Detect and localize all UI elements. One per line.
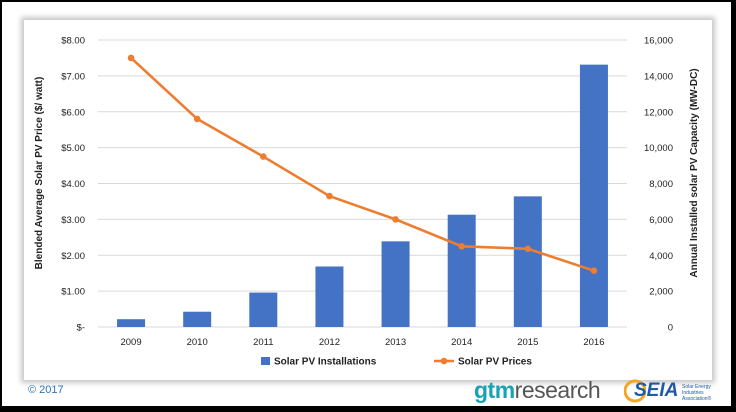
bar (447, 214, 476, 327)
x-tick-label: 2015 (517, 337, 538, 348)
y2-tick-label: 12,000 (644, 107, 673, 118)
x-tick-label: 2013 (385, 337, 406, 348)
price-point (524, 245, 532, 253)
bar (183, 311, 212, 327)
x-tick-label: 2010 (187, 337, 208, 348)
research-logo-text: research (514, 377, 601, 403)
bar (249, 292, 278, 327)
y2-tick-label: 4,000 (649, 251, 673, 262)
seia-logo[interactable]: SEIA Solar Energy Industries Association… (624, 376, 716, 406)
y-tick-label: $- (77, 323, 85, 334)
y-tick-label: $7.00 (61, 71, 85, 82)
gtm-research-logo[interactable]: gtmresearch (474, 377, 601, 403)
y2-tick-label: 8,000 (649, 179, 673, 190)
y-tick-label: $8.00 (61, 36, 85, 47)
price-point (127, 54, 135, 62)
price-point (392, 216, 399, 223)
legend: Solar PV Installations Solar PV Prices (261, 357, 532, 368)
chart-panel: $- 0 $1.00 2,000 $2.00 4,000 $3.00 6,000 $4.00 8,… (24, 20, 712, 380)
bar (117, 319, 146, 327)
y-axis-title: Blended Average Solar PV Price ($/ watt) (34, 77, 45, 270)
legend-label-prices: Solar PV Prices (458, 357, 532, 368)
gtm-logo-text: gtm (474, 377, 515, 403)
legend-swatch-installations (261, 357, 270, 365)
y-tick-label: $3.00 (61, 215, 85, 226)
x-tick-label: 2009 (120, 337, 141, 348)
bar-series (117, 64, 608, 328)
bar (315, 266, 344, 327)
x-tick-label: 2014 (451, 337, 472, 348)
axis-ticks: $- 0 $1.00 2,000 $2.00 4,000 $3.00 6,000 $4.00 8,… (61, 36, 673, 349)
price-point (458, 242, 465, 250)
price-line (130, 56, 595, 272)
combo-chart: $- 0 $1.00 2,000 $2.00 4,000 $3.00 6,000 $4.00 8,… (34, 36, 700, 368)
legend-marker-prices (440, 357, 448, 365)
copyright-text: © 2017 (28, 384, 64, 396)
gridlines (98, 39, 627, 328)
bar (513, 196, 542, 327)
price-point (193, 115, 201, 123)
x-tick-label: 2016 (583, 337, 604, 348)
bar (579, 64, 608, 328)
slide-background: $- 0 $1.00 2,000 $2.00 4,000 $3.00 6,000 $4.00 8,… (2, 2, 731, 406)
y2-tick-label: 2,000 (649, 287, 673, 298)
y2-tick-label: 16,000 (644, 36, 673, 47)
y-tick-label: $2.00 (61, 251, 85, 262)
sun-icon (624, 379, 646, 403)
price-point (260, 153, 267, 160)
y2-tick-label: 0 (668, 323, 673, 334)
y-tick-label: $4.00 (61, 179, 85, 190)
legend-label-installations: Solar PV Installations (274, 357, 377, 368)
seia-logo-text: SEIA (634, 380, 679, 401)
seia-logo-subtext: Solar Energy Industries Association® (682, 384, 712, 402)
bar (381, 241, 410, 327)
y-tick-label: $1.00 (61, 287, 85, 298)
y2-tick-label: 14,000 (644, 71, 673, 82)
x-tick-label: 2012 (319, 337, 340, 348)
y2-tick-label: 6,000 (649, 215, 673, 226)
y2-tick-label: 10,000 (644, 143, 673, 154)
y-tick-label: $6.00 (61, 107, 85, 118)
y2-axis-title: Annual Installed solar PV Capacity (MW-D… (689, 68, 700, 277)
line-series (127, 54, 598, 274)
price-point (590, 267, 598, 274)
x-tick-label: 2011 (253, 337, 273, 348)
y-tick-label: $5.00 (61, 143, 85, 154)
price-point (326, 192, 333, 200)
